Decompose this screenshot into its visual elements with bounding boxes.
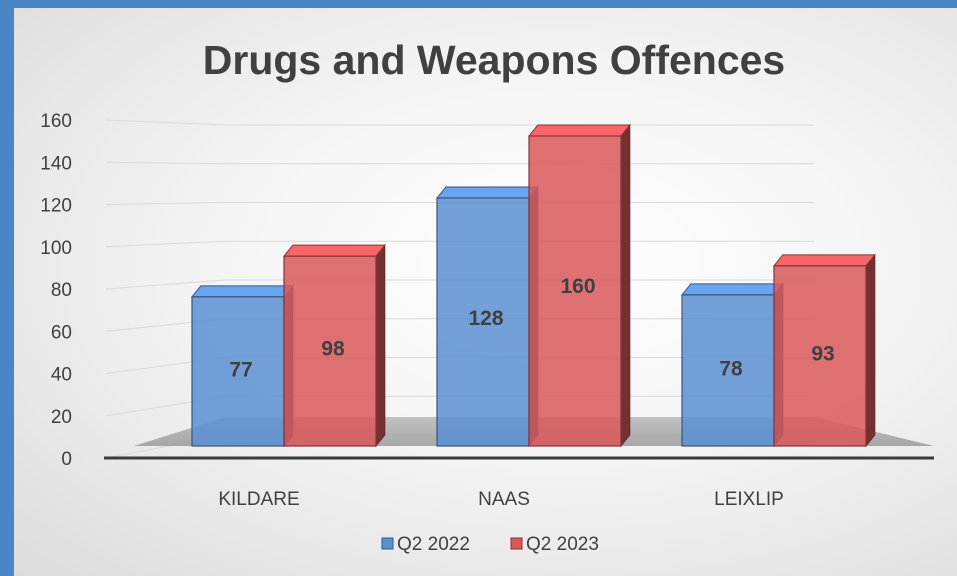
y-tick-label: 120 <box>40 196 72 217</box>
bar-side <box>865 253 876 448</box>
category-label: LEIXLIP <box>714 489 784 510</box>
bar-top <box>282 244 386 257</box>
gridline <box>105 279 227 290</box>
gridline <box>105 240 227 248</box>
y-tick-label: 140 <box>40 153 72 174</box>
y-tick-label: 40 <box>51 365 72 386</box>
bar <box>527 123 631 448</box>
chart-area: Drugs and Weapons Offences 0 20 40 60 80 100 1… <box>14 8 957 576</box>
bar-front <box>773 265 867 447</box>
y-tick-label: 100 <box>40 238 72 259</box>
y-tick-label: 60 <box>51 322 72 343</box>
y-tick-label: 20 <box>51 407 72 428</box>
data-label: 78 <box>719 357 743 380</box>
legend-item: Q2 2022 <box>381 534 470 555</box>
bar-front <box>283 255 377 447</box>
data-label: 98 <box>321 337 345 360</box>
legend-label: Q2 2023 <box>526 534 599 555</box>
legend-swatch <box>510 537 523 550</box>
category-label: NAAS <box>478 489 530 510</box>
y-tick-label: 80 <box>51 280 72 301</box>
category-label: KILDARE <box>218 489 299 510</box>
y-tick-label: 160 <box>40 111 72 132</box>
bar-top <box>190 285 294 298</box>
gridline <box>105 202 227 205</box>
bar-front <box>191 296 285 447</box>
bar <box>282 243 386 448</box>
gridline <box>105 119 227 126</box>
bar-side <box>375 243 386 448</box>
bar-front <box>681 294 775 447</box>
bar-side <box>620 123 631 448</box>
bar-top <box>680 283 784 296</box>
bar-top <box>772 254 876 267</box>
gridline <box>105 161 227 165</box>
legend-item: Q2 2023 <box>510 534 599 555</box>
data-label: 160 <box>560 275 595 298</box>
bar-top <box>527 124 631 137</box>
legend-label: Q2 2022 <box>397 534 470 555</box>
data-label: 77 <box>229 358 252 381</box>
bar-top <box>435 186 539 199</box>
chart-title: Drugs and Weapons Offences <box>203 37 785 83</box>
bar <box>772 253 876 448</box>
data-label: 93 <box>811 342 834 365</box>
legend-swatch <box>381 537 394 550</box>
bar-front <box>528 135 622 447</box>
bar-chart: Drugs and Weapons Offences 0 20 40 60 80 100 1… <box>40 37 934 555</box>
y-tick-label: 0 <box>61 449 72 470</box>
data-label: 128 <box>468 307 503 330</box>
